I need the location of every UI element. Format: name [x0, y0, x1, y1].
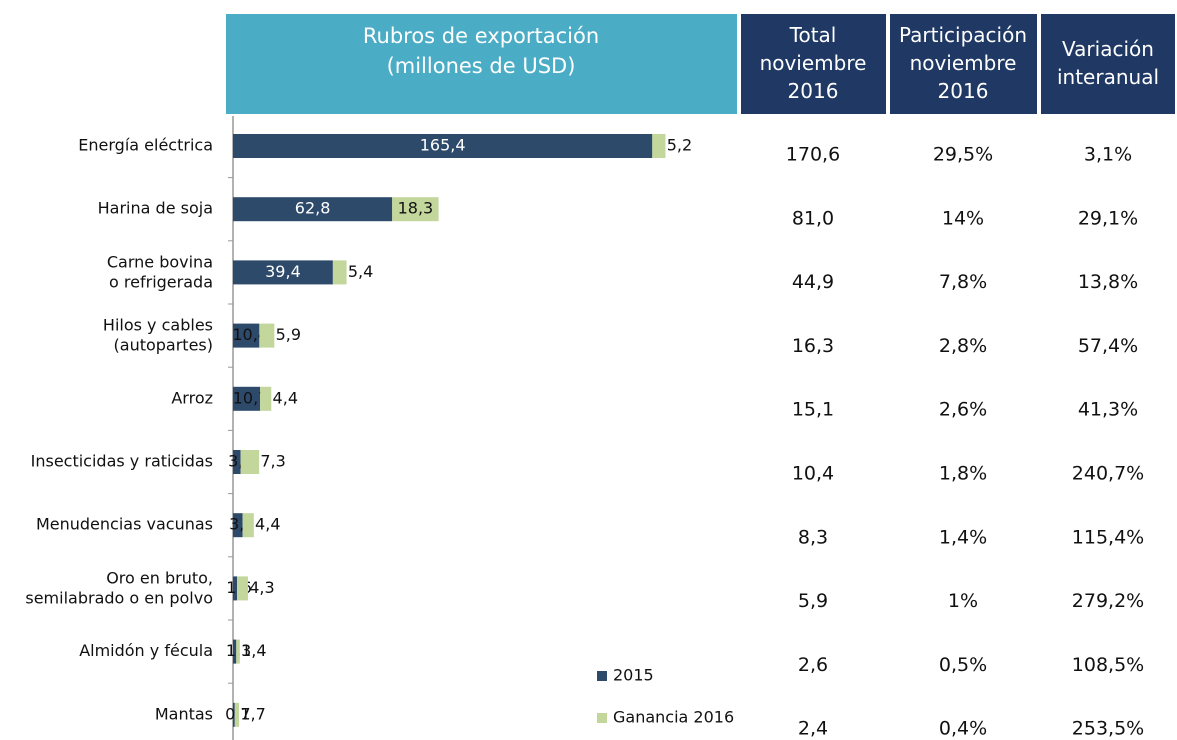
table-cell: 0,4%: [939, 718, 987, 740]
table-cell: 13,8%: [1078, 271, 1138, 293]
data-label: 5,9: [276, 325, 301, 344]
bar: [233, 639, 237, 664]
data-label: 7,3: [260, 452, 285, 471]
bar: [233, 513, 243, 538]
table-cell: 81,0: [792, 207, 834, 229]
header-box: [741, 14, 886, 114]
table-cell: 2,4: [798, 718, 828, 740]
bar: [233, 702, 235, 727]
legend-label: 2015: [613, 666, 654, 685]
table-cell: 115,4%: [1072, 526, 1144, 548]
bar: [242, 513, 254, 538]
table-cell: 2,8%: [939, 335, 987, 357]
table-cell: 44,9: [792, 271, 834, 293]
bar: [260, 386, 272, 411]
title-box: [226, 14, 737, 114]
table-cell: 0,5%: [939, 654, 987, 676]
data-label: 165,4: [420, 136, 466, 155]
header-box: [890, 14, 1037, 114]
bar: [234, 702, 240, 727]
column-header: Total noviembre 2016: [760, 23, 867, 103]
bar: [652, 134, 666, 158]
table-cell: 14%: [942, 207, 984, 229]
bar: [233, 386, 261, 411]
table-cell: 29,1%: [1078, 207, 1138, 229]
bar: [233, 576, 238, 601]
y-tick-label: Almidón y fécula: [79, 641, 213, 660]
bar: [233, 134, 653, 158]
data-label: 5,2: [667, 136, 692, 155]
table-cell: 2,6: [798, 654, 828, 676]
y-tick-label: Harina de soja: [98, 199, 213, 218]
bar: [237, 576, 248, 601]
y-tick-label: Carne bovina o refrigerada: [107, 252, 213, 291]
data-label: 4,3: [249, 578, 274, 597]
column-header: Participación noviembre 2016: [899, 23, 1027, 103]
bar: [332, 260, 347, 285]
data-label: 1,7: [240, 704, 265, 723]
table-cell: 5,9: [798, 590, 828, 612]
table-cell: 57,4%: [1078, 335, 1138, 357]
column-header: Variación interanual: [1057, 37, 1159, 89]
table-cell: 7,8%: [939, 271, 987, 293]
data-label: 39,4: [265, 262, 301, 281]
table-cell: 3,1%: [1084, 144, 1132, 166]
bar: [392, 197, 439, 222]
table-cell: 279,2%: [1072, 590, 1144, 612]
table-cell: 41,3%: [1078, 399, 1138, 421]
table-cell: 1,4%: [939, 526, 987, 548]
table-cell: 240,7%: [1072, 463, 1144, 485]
table-cell: 15,1: [792, 399, 834, 421]
bar: [259, 323, 275, 348]
chart-title: Rubros de exportación (millones de USD): [363, 24, 599, 78]
table-cell: 170,6: [786, 144, 840, 166]
y-tick-label: Hilos y cables (autopartes): [103, 315, 213, 354]
bar: [233, 323, 260, 348]
legend-swatch: [597, 713, 607, 723]
table-cell: 10,4: [792, 463, 834, 485]
bar: [233, 450, 241, 474]
data-label: 62,8: [295, 199, 331, 218]
bar: [240, 450, 260, 474]
table-cell: 8,3: [798, 526, 828, 548]
table-cell: 253,5%: [1072, 718, 1144, 740]
legend: 2015 Ganancia 2016: [597, 666, 734, 727]
header-box: [1041, 14, 1175, 114]
data-label: 18,3: [398, 199, 434, 218]
table-cell: 29,5%: [933, 144, 993, 166]
table-cell: 1%: [948, 590, 978, 612]
y-tick-label: Mantas: [155, 704, 213, 723]
y-tick-label: Energía eléctrica: [78, 136, 213, 155]
table-cell: 1,8%: [939, 463, 987, 485]
y-tick-label: Arroz: [171, 388, 213, 407]
data-label: 10,7: [233, 388, 269, 407]
y-tick-label: Oro en bruto, semilabrado o en polvo: [25, 568, 213, 607]
table-cell: 108,5%: [1072, 654, 1144, 676]
y-tick-label: Menudencias vacunas: [36, 515, 213, 534]
bar: [233, 260, 333, 285]
data-label: 4,4: [273, 388, 298, 407]
bar: [233, 197, 393, 222]
table-cell: 16,3: [792, 335, 834, 357]
y-tick-label: Insecticidas y raticidas: [31, 452, 213, 471]
legend-swatch: [597, 671, 607, 681]
data-label: 10,4: [232, 325, 268, 344]
data-label: 5,4: [348, 262, 373, 281]
legend-label: Ganancia 2016: [613, 708, 734, 727]
data-label: 1,4: [241, 641, 266, 660]
data-label: 4,4: [255, 515, 280, 534]
table-cell: 2,6%: [939, 399, 987, 421]
bar: [236, 639, 240, 664]
